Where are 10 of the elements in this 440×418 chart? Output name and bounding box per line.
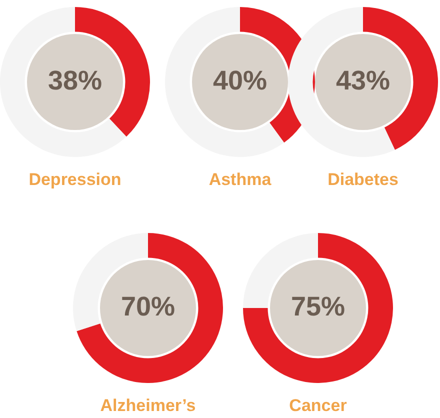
data-label: 40% <box>212 65 268 96</box>
text: Depression <box>28 170 122 190</box>
text: Alzheimer’s <box>99 396 197 416</box>
data-label: 75% <box>290 291 346 322</box>
data-label: 70% <box>120 291 176 322</box>
data-label: 38% <box>48 65 102 96</box>
data-label: 43% <box>336 65 390 96</box>
text: Asthma <box>208 170 272 190</box>
text: Diabetes <box>326 170 400 190</box>
text: Cancer <box>288 396 348 416</box>
